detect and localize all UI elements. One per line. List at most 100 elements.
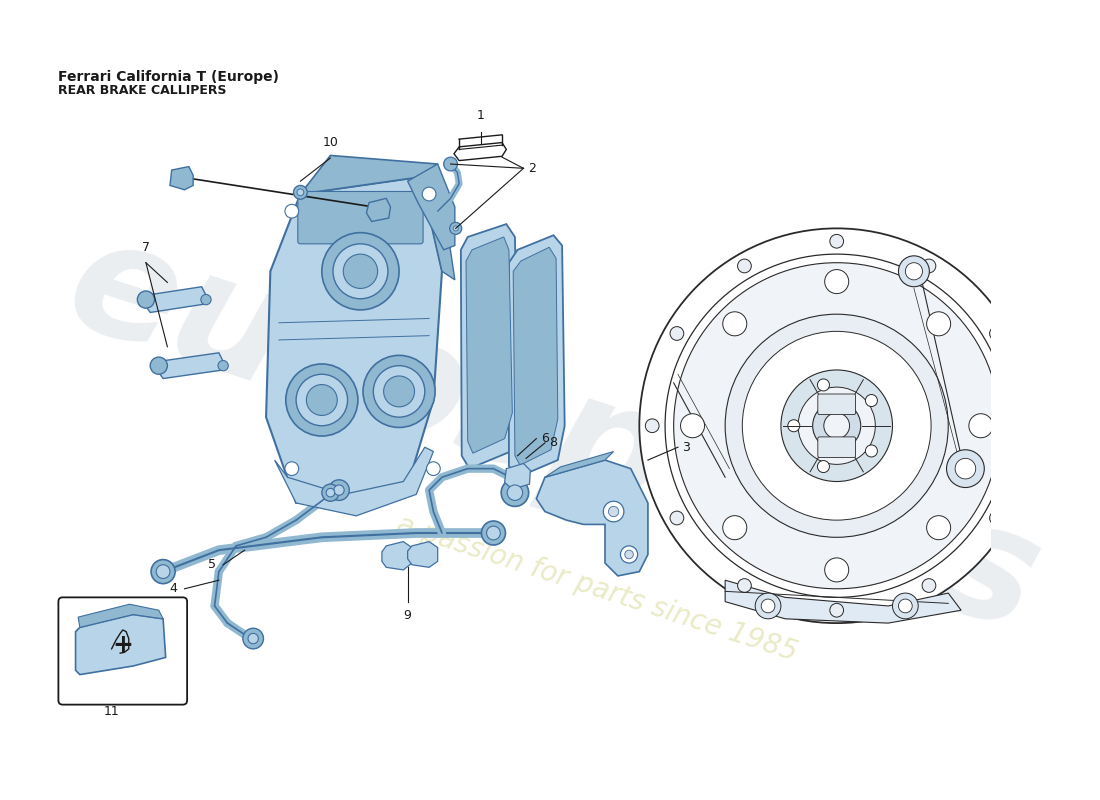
Circle shape: [899, 256, 930, 286]
Circle shape: [620, 546, 638, 563]
Text: 7: 7: [142, 241, 150, 254]
Text: eurospares: eurospares: [50, 205, 1058, 664]
Polygon shape: [408, 164, 454, 250]
Text: 8: 8: [549, 437, 558, 450]
Circle shape: [866, 445, 878, 457]
Circle shape: [825, 558, 849, 582]
Circle shape: [333, 244, 388, 298]
Circle shape: [829, 603, 844, 617]
Circle shape: [608, 506, 618, 517]
Circle shape: [756, 593, 781, 619]
Polygon shape: [466, 237, 513, 454]
Circle shape: [990, 326, 1003, 340]
Circle shape: [899, 599, 912, 613]
FancyBboxPatch shape: [58, 598, 187, 705]
Circle shape: [422, 187, 436, 201]
Circle shape: [482, 521, 506, 545]
Circle shape: [646, 419, 659, 433]
Circle shape: [297, 189, 304, 196]
Circle shape: [294, 186, 307, 199]
Circle shape: [892, 593, 918, 619]
Circle shape: [453, 226, 459, 231]
Circle shape: [218, 361, 229, 371]
FancyBboxPatch shape: [298, 191, 424, 244]
Circle shape: [156, 565, 170, 578]
Circle shape: [625, 550, 634, 558]
Circle shape: [1014, 419, 1028, 433]
Circle shape: [502, 479, 529, 506]
Circle shape: [427, 462, 440, 475]
Circle shape: [151, 560, 175, 584]
Circle shape: [866, 394, 878, 406]
Circle shape: [670, 326, 684, 340]
Text: 10: 10: [322, 137, 339, 150]
Text: 9: 9: [404, 609, 411, 622]
Polygon shape: [300, 155, 438, 194]
Circle shape: [443, 157, 458, 171]
Polygon shape: [454, 142, 506, 161]
Circle shape: [905, 262, 923, 280]
Polygon shape: [408, 542, 438, 567]
Circle shape: [286, 364, 358, 436]
Text: 6: 6: [541, 432, 549, 445]
Circle shape: [738, 578, 751, 592]
Circle shape: [799, 387, 876, 464]
Circle shape: [363, 355, 436, 427]
Circle shape: [450, 222, 462, 234]
Circle shape: [813, 402, 860, 450]
Circle shape: [285, 204, 299, 218]
Text: 3: 3: [682, 441, 690, 454]
Text: REAR BRAKE CALLIPERS: REAR BRAKE CALLIPERS: [57, 84, 225, 98]
Circle shape: [742, 331, 931, 520]
Circle shape: [824, 413, 849, 438]
Circle shape: [817, 379, 829, 391]
Circle shape: [926, 312, 950, 336]
Circle shape: [243, 628, 264, 649]
Circle shape: [969, 414, 993, 438]
FancyBboxPatch shape: [817, 437, 856, 458]
Polygon shape: [366, 198, 390, 222]
Polygon shape: [537, 460, 648, 576]
Circle shape: [922, 259, 936, 273]
Text: 11: 11: [103, 706, 120, 718]
Polygon shape: [514, 247, 558, 466]
Circle shape: [825, 270, 849, 294]
Circle shape: [322, 484, 339, 502]
Circle shape: [946, 450, 984, 487]
Circle shape: [343, 254, 377, 289]
Circle shape: [990, 511, 1003, 525]
Circle shape: [307, 385, 338, 415]
Circle shape: [723, 312, 747, 336]
Circle shape: [151, 357, 167, 374]
Circle shape: [285, 462, 299, 475]
Circle shape: [922, 578, 936, 592]
Polygon shape: [509, 235, 564, 478]
Circle shape: [666, 254, 1009, 598]
Text: 4: 4: [169, 582, 178, 595]
Text: 2: 2: [528, 162, 536, 175]
Circle shape: [955, 458, 976, 479]
Circle shape: [507, 485, 522, 500]
Circle shape: [326, 488, 334, 497]
Circle shape: [817, 461, 829, 473]
Circle shape: [333, 485, 344, 495]
Polygon shape: [157, 353, 223, 378]
Circle shape: [681, 414, 705, 438]
Polygon shape: [170, 166, 194, 190]
Circle shape: [738, 259, 751, 273]
Circle shape: [603, 502, 624, 522]
Polygon shape: [266, 177, 442, 503]
Circle shape: [788, 420, 800, 432]
Circle shape: [670, 511, 684, 525]
Circle shape: [138, 291, 154, 308]
Polygon shape: [275, 447, 433, 516]
Polygon shape: [78, 604, 163, 627]
Circle shape: [296, 374, 348, 426]
Circle shape: [673, 262, 1000, 589]
Polygon shape: [725, 580, 961, 623]
Text: 1: 1: [476, 109, 484, 122]
Text: Ferrari California T (Europe): Ferrari California T (Europe): [57, 70, 278, 84]
Circle shape: [373, 366, 425, 417]
Polygon shape: [505, 463, 530, 490]
Circle shape: [829, 234, 844, 248]
